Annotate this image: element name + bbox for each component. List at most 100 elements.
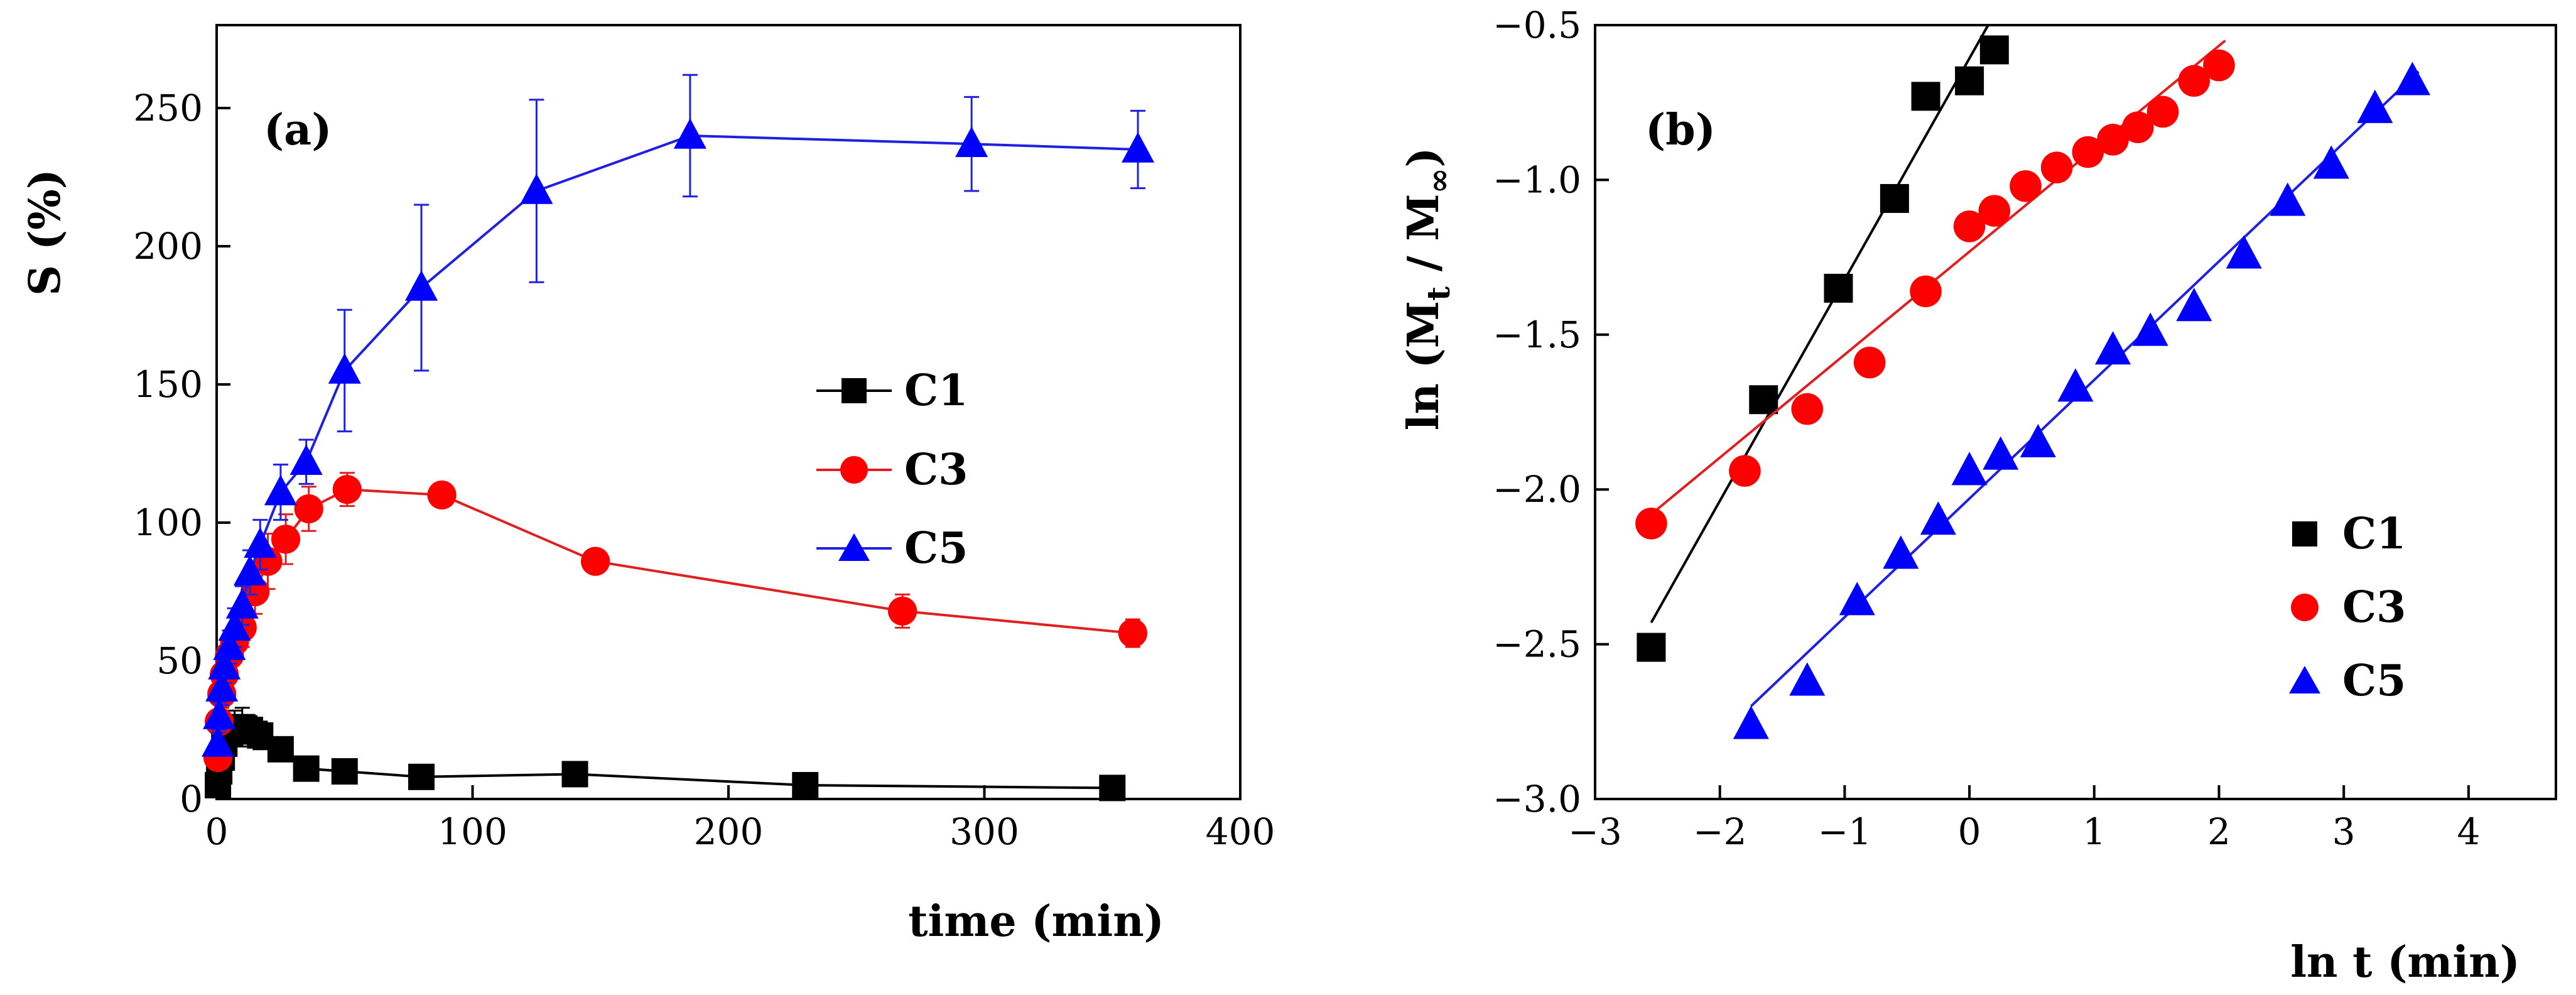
panel-b-y-tick-label: −1.0 <box>1493 158 1581 201</box>
panel-a-series-c3 <box>203 472 1147 773</box>
panel-a-line-c5 <box>217 134 1139 744</box>
panel-b-point-c1 <box>1911 82 1940 111</box>
panel-b-legend-marker-c3 <box>2291 594 2319 621</box>
panel-b-x-tick-label: 2 <box>2207 810 2231 853</box>
panel-a-point-c1 <box>293 755 320 782</box>
panel-b-point-c1 <box>1955 66 1984 95</box>
panel-b-point-c5 <box>2226 235 2262 269</box>
panel-a-point-c5 <box>203 699 236 729</box>
panel-b-y-axis-title: ln (Mt / M∞) <box>1399 148 1457 431</box>
panel-b-point-c5 <box>2132 312 2168 346</box>
panel-b-series-c1 <box>1637 24 2009 662</box>
panel-a-point-c5 <box>328 353 361 384</box>
panel-b-point-c1 <box>1749 385 1778 415</box>
panel-a-line-c3 <box>217 488 1134 758</box>
panel-a-point-c5 <box>404 270 438 301</box>
panel-a-point-c1 <box>792 772 819 798</box>
panel-b-point-c5 <box>2270 182 2306 216</box>
panel-b-legend-item-c5: C5 <box>2289 656 2406 706</box>
panel-b-legend-label-c1: C1 <box>2342 509 2406 559</box>
panel-a-legend: C1 C3 C5 <box>816 366 968 574</box>
panel-a-x-tick-label: 200 <box>694 810 764 853</box>
panel-b-x-tick-label: 1 <box>2082 810 2106 853</box>
panel-a-legend-label-c1: C1 <box>904 366 968 416</box>
panel-b-point-c1 <box>1824 273 1853 303</box>
panel-a-point-c5 <box>233 555 267 585</box>
panel-b-legend-label-c3: C3 <box>2342 582 2406 633</box>
panel-a-point-c5 <box>201 726 235 757</box>
panel-b-point-c5 <box>1951 452 1988 486</box>
panel-b-point-c5 <box>1789 662 1826 696</box>
panel-b-y-title-sub-t: t <box>1420 286 1457 301</box>
panel-a-legend-label-c3: C3 <box>904 445 968 495</box>
panel-a-legend-item-c3: C3 <box>816 445 968 495</box>
panel-b-y-title-part2: / M <box>1399 193 1449 286</box>
panel-b-x-tick-label: −1 <box>1818 810 1872 853</box>
panel-a-point-c3 <box>427 480 457 510</box>
panel-a-x-tick-label: 400 <box>1206 810 1275 853</box>
panel-a-x-tick-label: 300 <box>950 810 1019 853</box>
panel-a-legend-item-c5: C5 <box>816 523 968 574</box>
panel-b-series <box>1635 24 2431 739</box>
panel-b-x-tick-label: 3 <box>2332 810 2356 853</box>
panel-b-point-c3 <box>2010 170 2042 202</box>
panel-b-point-c3 <box>2178 65 2211 97</box>
panel-b-y-tick-label: −1.5 <box>1493 313 1581 356</box>
panel-b-y-tick-label: −3.0 <box>1493 778 1581 820</box>
panel-b-point-c3 <box>1910 275 1942 308</box>
panel-b-y-tick-label: −2.0 <box>1493 468 1581 511</box>
panel-b-x-tick-label: −3 <box>1568 810 1622 853</box>
panel-b-x-tick-label: 4 <box>2457 810 2480 853</box>
panel-a: 0 100 200 300 400 0 50 100 150 200 250 (a) time (m… <box>20 24 1275 947</box>
panel-a-point-c1 <box>331 758 358 785</box>
panel-b-point-c5 <box>2095 331 2131 365</box>
panel-b-y-title-part3: ) <box>1399 148 1449 168</box>
panel-b-series-c5 <box>1733 62 2431 739</box>
panel-b-point-c5 <box>2057 368 2094 402</box>
panel-b-legend-marker-c5 <box>2289 666 2320 693</box>
panel-b-point-c3 <box>2146 95 2179 128</box>
panel-a-point-c5 <box>244 527 277 558</box>
panel-a-point-c5 <box>1121 132 1155 163</box>
panel-b-point-c1 <box>1880 183 1909 213</box>
panel-a-y-tick-label: 100 <box>133 501 203 544</box>
panel-a-y-tick-label: 150 <box>133 363 203 406</box>
panel-a-point-c1 <box>1099 775 1126 802</box>
panel-a-legend-marker-c5 <box>838 533 870 561</box>
panel-a-ticks: 0 100 200 300 400 0 50 100 150 200 250 <box>133 87 1275 853</box>
panel-b-y-title-sub-inf: ∞ <box>1420 168 1457 194</box>
panel-b-point-c5 <box>1839 582 1875 616</box>
panel-a-point-c3 <box>581 546 610 576</box>
panel-a-point-c3 <box>1118 618 1147 648</box>
panel-b-point-c3 <box>1729 455 1761 487</box>
panel-b-label: (b) <box>1645 105 1716 155</box>
panel-b-legend: C1 C3 C5 <box>2289 509 2406 706</box>
panel-b: −3 −2 −1 0 1 2 3 4−3.0−2.5−2.0−1.5−1.0−0.5 (b) … <box>1399 4 2557 987</box>
panel-a-point-c5 <box>208 649 241 680</box>
panel-a-point-c5 <box>290 444 323 475</box>
panel-b-point-c5 <box>1983 436 2019 470</box>
panel-a-x-tick-label: 100 <box>438 810 507 853</box>
panel-b-series-c3 <box>1635 40 2235 540</box>
panel-a-point-c5 <box>520 173 553 204</box>
panel-b-point-c1 <box>1979 35 2009 65</box>
panel-a-point-c5 <box>213 629 246 660</box>
panel-b-point-c3 <box>2203 49 2235 82</box>
panel-b-plot-frame <box>1594 24 2557 800</box>
panel-a-point-c5 <box>218 610 251 641</box>
panel-b-point-c5 <box>1733 705 1769 739</box>
panel-b-point-c5 <box>1920 501 1956 535</box>
panel-b-point-c5 <box>2394 62 2431 95</box>
panel-a-point-c3 <box>271 525 301 554</box>
panel-b-fit-line-c1 <box>1650 24 1989 624</box>
panel-b-x-axis-title: ln t (min) <box>2290 937 2520 987</box>
panel-b-point-c3 <box>1635 508 1667 540</box>
panel-b-point-c3 <box>2122 111 2154 143</box>
panel-b-point-c3 <box>2040 151 2073 183</box>
panel-a-point-c5 <box>673 118 706 149</box>
panel-a-legend-label-c5: C5 <box>904 523 968 574</box>
panel-b-x-tick-label: −2 <box>1693 810 1747 853</box>
panel-a-point-c1 <box>267 736 294 763</box>
panel-a-legend-item-c1: C1 <box>816 366 968 416</box>
